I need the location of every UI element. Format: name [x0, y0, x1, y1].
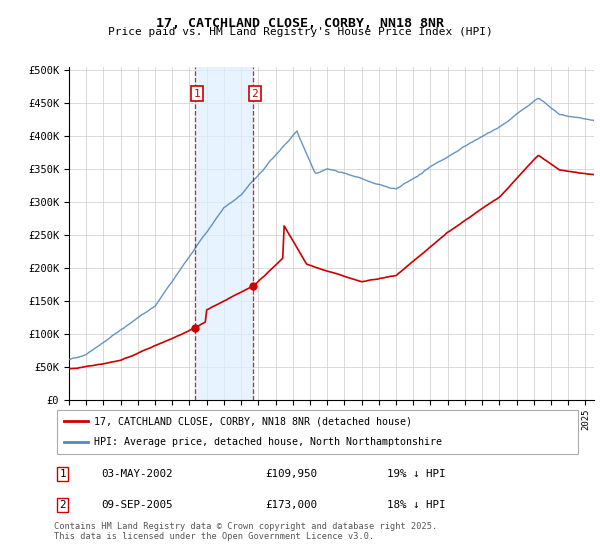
- Bar: [196, 67, 253, 400]
- Text: 17, CATCHLAND CLOSE, CORBY, NN18 8NR (detached house): 17, CATCHLAND CLOSE, CORBY, NN18 8NR (de…: [94, 416, 412, 426]
- Text: 1: 1: [194, 88, 200, 99]
- Text: 17, CATCHLAND CLOSE, CORBY, NN18 8NR: 17, CATCHLAND CLOSE, CORBY, NN18 8NR: [156, 17, 444, 30]
- Text: £109,950: £109,950: [265, 469, 317, 479]
- Text: 18% ↓ HPI: 18% ↓ HPI: [386, 500, 445, 510]
- Text: HPI: Average price, detached house, North Northamptonshire: HPI: Average price, detached house, Nort…: [94, 437, 442, 447]
- Text: Contains HM Land Registry data © Crown copyright and database right 2025.
This d: Contains HM Land Registry data © Crown c…: [54, 522, 437, 542]
- Text: 2: 2: [251, 88, 258, 99]
- Text: 03-MAY-2002: 03-MAY-2002: [101, 469, 173, 479]
- Text: £173,000: £173,000: [265, 500, 317, 510]
- Text: 09-SEP-2005: 09-SEP-2005: [101, 500, 173, 510]
- FancyBboxPatch shape: [56, 410, 578, 454]
- Text: 1: 1: [59, 469, 66, 479]
- Text: Price paid vs. HM Land Registry's House Price Index (HPI): Price paid vs. HM Land Registry's House …: [107, 27, 493, 37]
- Text: 2: 2: [59, 500, 66, 510]
- Text: 19% ↓ HPI: 19% ↓ HPI: [386, 469, 445, 479]
